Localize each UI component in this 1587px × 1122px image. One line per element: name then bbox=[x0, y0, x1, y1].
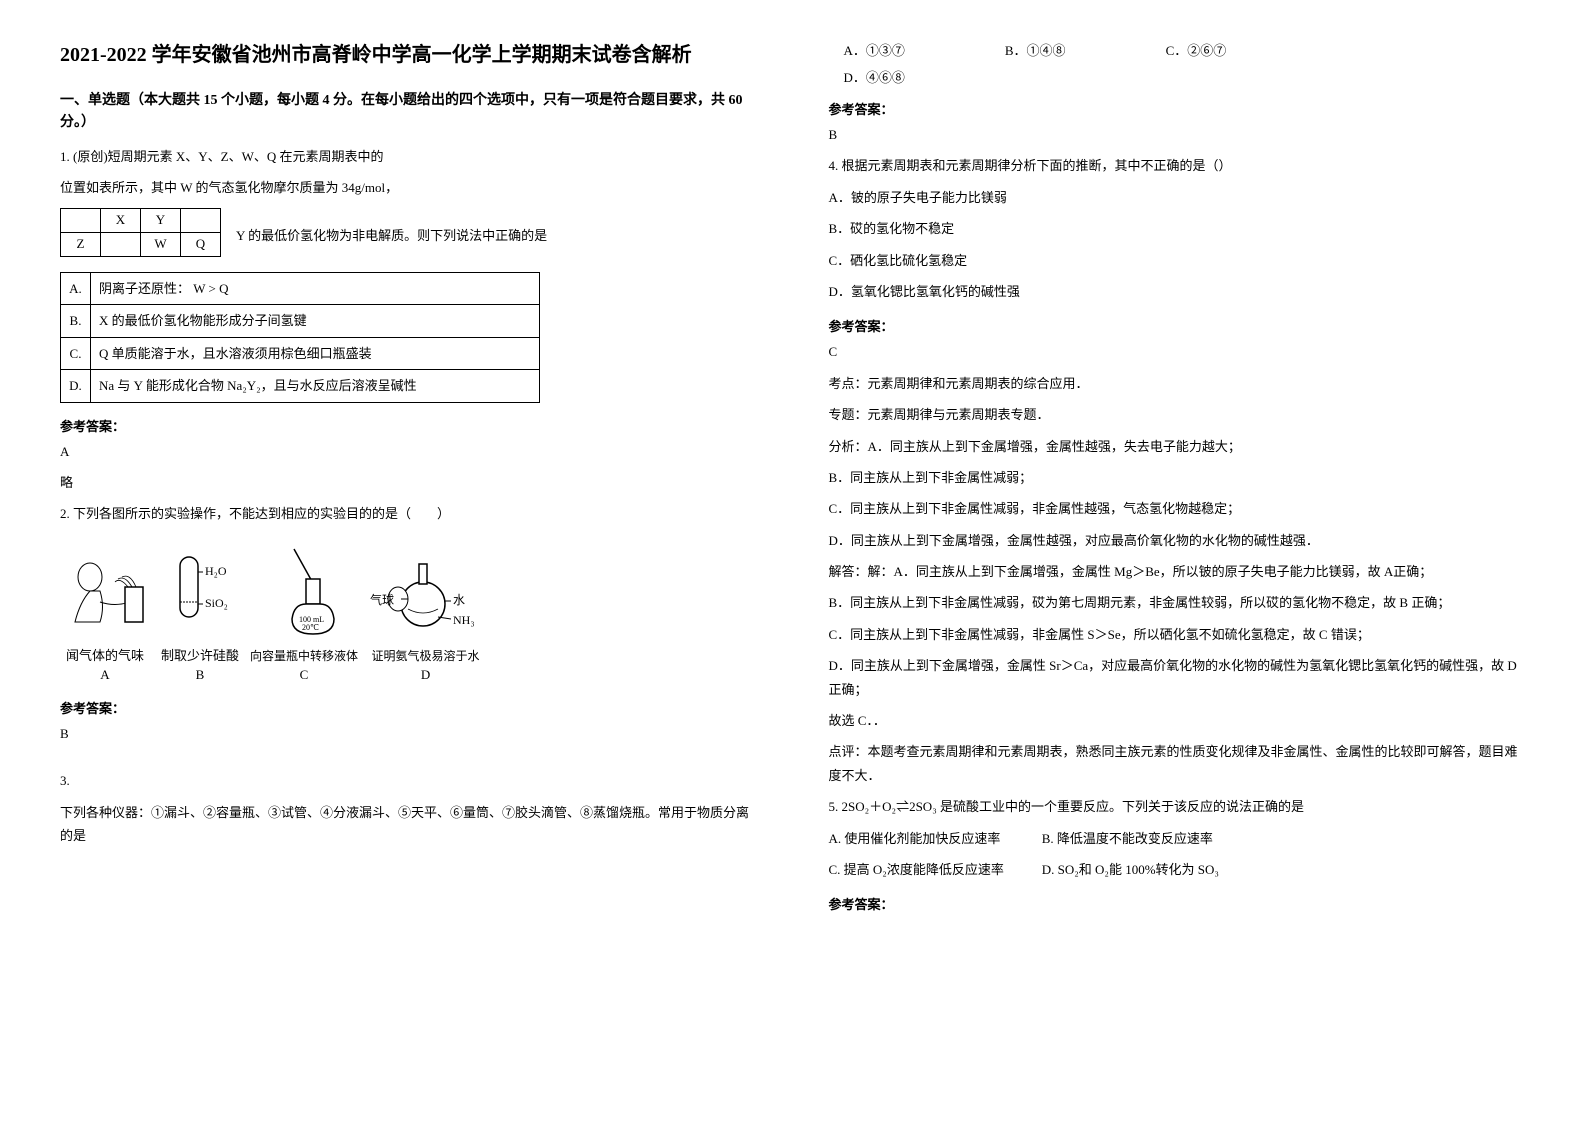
opt-label: B. bbox=[61, 305, 91, 338]
sio2-label: SiO₂ bbox=[205, 596, 228, 610]
answer-label: 参考答案： bbox=[829, 316, 1528, 335]
q3-answer: B bbox=[829, 123, 1528, 146]
flask-label2: 20℃ bbox=[302, 623, 319, 632]
q4-analysis-l11: 故选 C．． bbox=[829, 709, 1528, 732]
q4-analysis-l4: B．同主族从上到下非金属性减弱； bbox=[829, 466, 1528, 489]
cell: Q bbox=[181, 232, 221, 256]
opt-label: A. bbox=[61, 272, 91, 305]
q1-answer: A bbox=[60, 440, 759, 463]
q5-opt-b: B. 降低温度不能改变反应速率 bbox=[1042, 831, 1213, 846]
q2-image-d: 气球 水 NH₃ 证明氨气极易溶于水 D bbox=[368, 549, 483, 683]
q4-analysis-l12: 点评：本题考查元素周期律和元素周期表，熟悉同主族元素的性质变化规律及非金属性、金… bbox=[829, 740, 1528, 787]
caption: 向容量瓶中转移液体 bbox=[250, 647, 358, 664]
answer-label: 参考答案： bbox=[60, 698, 759, 717]
q5-opt-c: C. 提高 O₂浓度能降低反应速率 bbox=[829, 858, 1039, 881]
answer-label: 参考答案： bbox=[60, 416, 759, 435]
q4-analysis-l9: C．同主族从上到下非金属性减弱，非金属性 S＞Se，所以硒化氢不如硫化氢稳定，故… bbox=[829, 623, 1528, 646]
q4-analysis-l7: 解答：解：A．同主族从上到下金属增强，金属性 Mg＞Be，所以铍的原子失电子能力… bbox=[829, 560, 1528, 583]
periodic-table: X Y Z W Q bbox=[60, 208, 221, 257]
cell bbox=[181, 208, 221, 232]
q4-opt-b: B．砹的氢化物不稳定 bbox=[829, 217, 1528, 240]
q2-images-row: 闻气体的气味 A H₂O SiO₂ 制取少许硅酸 B bbox=[60, 544, 759, 683]
cell: Z bbox=[61, 232, 101, 256]
left-column: 2021-2022 学年安徽省池州市高脊岭中学高一化学上学期期末试卷含解析 一、… bbox=[60, 40, 759, 1082]
cell: Y bbox=[141, 208, 181, 232]
q1-intro1: 1. (原创)短周期元素 X、Y、Z、W、Q 在元素周期表中的 bbox=[60, 145, 759, 168]
cell: W bbox=[141, 232, 181, 256]
q2-image-c: 100 mL 20℃ 向容量瓶中转移液体 C bbox=[250, 544, 358, 683]
opt-text: Q 单质能溶于水，且水溶液须用棕色细口瓶盛装 bbox=[91, 337, 540, 370]
page-title: 2021-2022 学年安徽省池州市高脊岭中学高一化学上学期期末试卷含解析 bbox=[60, 40, 759, 70]
h2o-label: H₂O bbox=[205, 564, 227, 578]
volumetric-flask-icon: 100 mL 20℃ bbox=[264, 544, 344, 644]
q4-analysis-l10: D．同主族从上到下金属增强，金属性 Sr＞Ca，对应最高价氧化物的水化物的碱性为… bbox=[829, 654, 1528, 701]
q1-periodic-row: X Y Z W Q Y 的最低价氢化物为非电解质。则下列说法中正确的是 bbox=[60, 208, 759, 262]
q1-options-table: A. 阴离子还原性： W > Q B. X 的最低价氢化物能形成分子间氢键 C.… bbox=[60, 272, 540, 403]
water-label: 水 bbox=[453, 593, 465, 607]
smell-gas-icon bbox=[60, 547, 150, 642]
cell: X bbox=[101, 208, 141, 232]
caption-letter: A bbox=[100, 667, 109, 683]
q5-opt-d: D. SO₂和 O₂能 100%转化为 SO₃ bbox=[1042, 862, 1219, 877]
caption-letter: D bbox=[421, 667, 430, 683]
ammonia-water-icon: 气球 水 NH₃ bbox=[368, 549, 483, 644]
opt-label: C. bbox=[61, 337, 91, 370]
q1-answer2: 略 bbox=[60, 471, 759, 494]
q2-image-a: 闻气体的气味 A bbox=[60, 547, 150, 683]
caption-letter: B bbox=[196, 667, 205, 683]
cell bbox=[61, 208, 101, 232]
q5-opts-row2: C. 提高 O₂浓度能降低反应速率 D. SO₂和 O₂能 100%转化为 SO… bbox=[829, 858, 1528, 881]
q4-analysis-l5: C．同主族从上到下非金属性减弱，非金属性越强，气态氢化物越稳定； bbox=[829, 497, 1528, 520]
caption: 证明氨气极易溶于水 bbox=[372, 647, 480, 664]
q4-opt-d: D．氢氧化锶比氢氧化钙的碱性强 bbox=[829, 280, 1528, 303]
q4-analysis-l3: 分析：A．同主族从上到下金属增强，金属性越强，失去电子能力越大； bbox=[829, 435, 1528, 458]
q3-text: 下列各种仪器：①漏斗、②容量瓶、③试管、④分液漏斗、⑤天平、⑥量筒、⑦胶头滴管、… bbox=[60, 801, 759, 848]
q3-options-row2: D．④⑥⑧ bbox=[844, 67, 1528, 86]
cell bbox=[101, 232, 141, 256]
q4-answer: C bbox=[829, 340, 1528, 363]
q4-analysis-l8: B．同主族从上到下非金属性减弱，砹为第七周期元素，非金属性较弱，所以砹的氢化物不… bbox=[829, 591, 1528, 614]
q3-opt-c: C．②⑥⑦ bbox=[1166, 40, 1227, 59]
q4-opt-c: C．硒化氢比硫化氢稳定 bbox=[829, 249, 1528, 272]
answer-label: 参考答案： bbox=[829, 894, 1528, 913]
q5-opts-row1: A. 使用催化剂能加快反应速率 B. 降低温度不能改变反应速率 bbox=[829, 827, 1528, 850]
q4-text: 4. 根据元素周期表和元素周期律分析下面的推断，其中不正确的是（） bbox=[829, 154, 1528, 177]
q1-intro2: 位置如表所示，其中 W 的气态氢化物摩尔质量为 34g/mol， bbox=[60, 176, 759, 199]
q3-opt-d: D．④⑥⑧ bbox=[844, 67, 905, 86]
opt-label: D. bbox=[61, 370, 91, 403]
q4-opt-a: A．铍的原子失电子能力比镁弱 bbox=[829, 186, 1528, 209]
test-tube-icon: H₂O SiO₂ bbox=[160, 547, 240, 642]
q5-opt-a: A. 使用催化剂能加快反应速率 bbox=[829, 827, 1039, 850]
q1-side-text: Y 的最低价氢化物为非电解质。则下列说法中正确的是 bbox=[236, 225, 547, 244]
balloon-label: 气球 bbox=[370, 592, 394, 607]
q2-image-b: H₂O SiO₂ 制取少许硅酸 B bbox=[160, 547, 240, 683]
nh3-label: NH₃ bbox=[453, 613, 475, 627]
opt-text: 阴离子还原性： W > Q bbox=[91, 272, 540, 305]
section-header: 一、单选题（本大题共 15 个小题，每小题 4 分。在每小题给出的四个选项中，只… bbox=[60, 90, 759, 135]
answer-label: 参考答案： bbox=[829, 99, 1528, 118]
q2-answer: B bbox=[60, 722, 759, 745]
q4-analysis-l1: 考点：元素周期律和元素周期表的综合应用． bbox=[829, 372, 1528, 395]
q3-opt-b: B．①④⑧ bbox=[1005, 40, 1066, 59]
opt-text: Na 与 Y 能形成化合物 Na₂Y₂，且与水反应后溶液呈碱性 bbox=[91, 370, 540, 403]
q3-num: 3. bbox=[60, 769, 759, 792]
opt-text: X 的最低价氢化物能形成分子间氢键 bbox=[91, 305, 540, 338]
caption: 制取少许硅酸 bbox=[161, 645, 239, 664]
q5-text: 5. 2SO₂＋O₂⇌2SO₃ 是硫酸工业中的一个重要反应。下列关于该反应的说法… bbox=[829, 795, 1528, 818]
q2-text: 2. 下列各图所示的实验操作，不能达到相应的实验目的的是（ ） bbox=[60, 502, 759, 525]
q4-analysis-l2: 专题：元素周期律与元素周期表专题． bbox=[829, 403, 1528, 426]
caption: 闻气体的气味 bbox=[66, 645, 144, 664]
q3-opt-a: A．①③⑦ bbox=[844, 40, 905, 59]
q4-analysis-l6: D．同主族从上到下金属增强，金属性越强，对应最高价氧化物的水化物的碱性越强． bbox=[829, 529, 1528, 552]
caption-letter: C bbox=[300, 667, 309, 683]
q3-options-row1: A．①③⑦ B．①④⑧ C．②⑥⑦ bbox=[844, 40, 1528, 59]
right-column: A．①③⑦ B．①④⑧ C．②⑥⑦ D．④⑥⑧ 参考答案： B 4. 根据元素周… bbox=[829, 40, 1528, 1082]
